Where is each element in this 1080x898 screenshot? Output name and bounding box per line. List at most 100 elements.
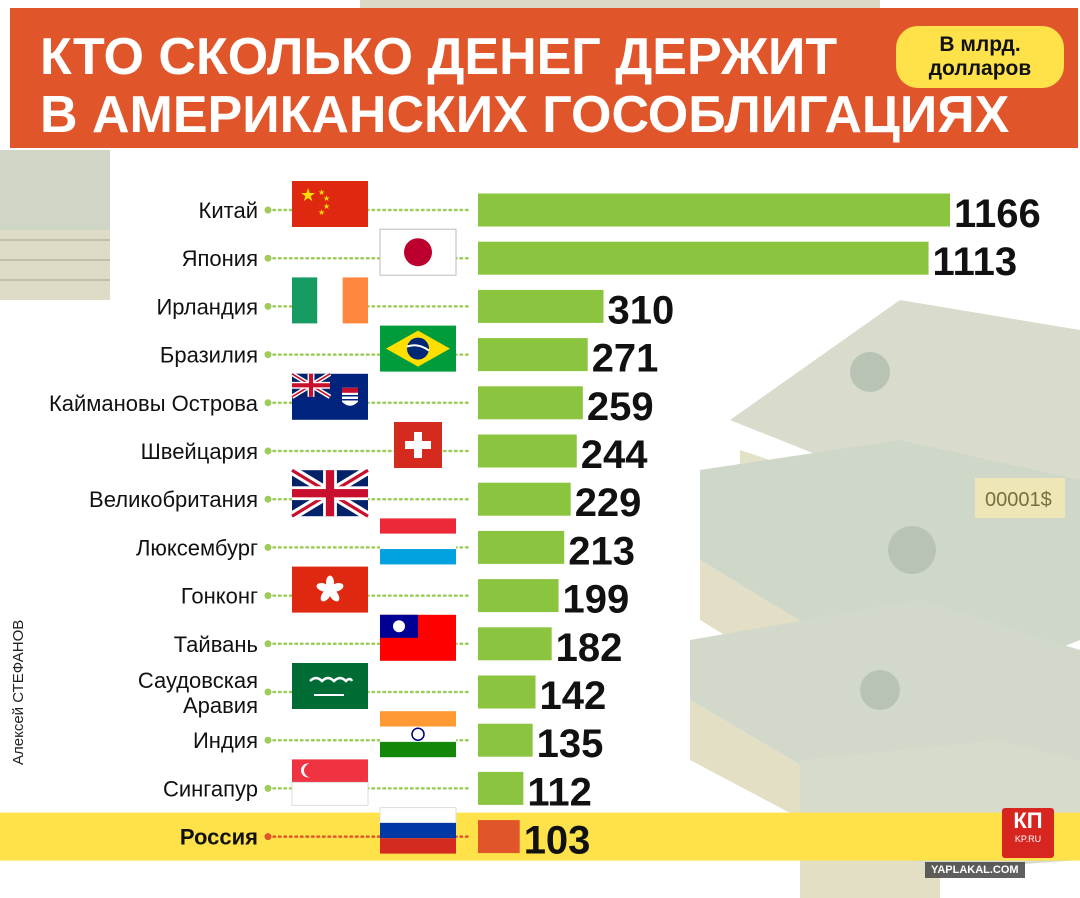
watermark-text: YAPLAKAL.COM	[925, 862, 1025, 878]
ireland-flag-icon	[292, 277, 368, 324]
category-label: Индия	[193, 728, 258, 753]
category-label: Саудовская Аравия	[138, 668, 258, 718]
uk-flag-icon	[289, 466, 371, 521]
chart-row: Россия 103	[0, 807, 1080, 863]
chart-row: Швейцария 244	[141, 422, 648, 477]
taiwan-flag-icon	[380, 614, 456, 661]
unit-badge-line2: долларов	[928, 57, 1032, 80]
bar	[478, 338, 588, 372]
data-label: 135	[537, 722, 604, 766]
unit-badge: В млрд. долларов	[896, 26, 1064, 88]
chart-row: Каймановы Острова 259	[49, 371, 654, 429]
japan-flag-icon	[379, 228, 457, 276]
hongkong-flag-icon	[292, 566, 368, 613]
kp-logo: КП KP.RU	[1002, 808, 1054, 858]
chart-title-line1: КТО СКОЛЬКО ДЕНЕГ ДЕРЖИТ	[40, 28, 838, 86]
category-label: Швейцария	[141, 439, 258, 464]
brazil-flag-icon	[380, 325, 456, 372]
bar	[478, 193, 950, 227]
author-credit: Алексей СТЕФАНОВ	[10, 619, 27, 765]
china-flag-icon: ★ ★★★★	[292, 181, 368, 227]
data-label: 103	[524, 819, 591, 863]
category-label: Россия	[180, 825, 258, 850]
leader-dot-start	[264, 447, 272, 455]
chart-row: Люксембург 213	[136, 518, 635, 573]
svg-text:★: ★	[323, 202, 330, 211]
chart-row: Индия 135	[193, 711, 603, 766]
chart-row: Китай★ ★★★★ 1166	[199, 181, 1041, 236]
data-label: 213	[568, 529, 635, 573]
category-label: Тайвань	[174, 632, 258, 657]
kp-logo-sub: KP.RU	[1014, 834, 1042, 844]
chart-row: Великобритания 229	[89, 466, 642, 525]
title-banner: КТО СКОЛЬКО ДЕНЕГ ДЕРЖИТ В АМЕРИКАНСКИХ …	[10, 8, 1078, 148]
leader-dot-start	[264, 592, 272, 600]
data-label: 1166	[954, 192, 1041, 236]
saudi-flag-icon	[292, 663, 368, 709]
leader-dot-start	[264, 833, 272, 841]
bar	[478, 723, 533, 757]
category-label: Каймановы Острова	[49, 391, 259, 416]
chart-row: Ирландия 310	[156, 277, 674, 332]
svg-text:★: ★	[318, 208, 325, 217]
category-label: Сингапур	[163, 776, 258, 801]
bar	[478, 434, 577, 468]
bar	[478, 579, 559, 613]
data-label: 271	[592, 337, 659, 381]
bar	[478, 675, 536, 709]
highlight-row-band	[0, 812, 1080, 861]
data-label: 259	[587, 385, 654, 429]
category-label: Бразилия	[160, 343, 258, 368]
svg-text:★: ★	[318, 188, 325, 197]
russia-flag-icon	[379, 807, 457, 854]
leader-dot-start	[264, 784, 272, 792]
chart-row: Бразилия 271	[160, 325, 659, 381]
leader-dot-start	[264, 206, 272, 214]
data-label: 182	[556, 626, 623, 670]
kp-logo-text: КП	[1013, 808, 1043, 833]
leader-dot-start	[264, 254, 272, 262]
data-label: 1113	[933, 240, 1018, 284]
bar	[478, 820, 520, 854]
bar	[478, 289, 604, 323]
data-label: 310	[607, 288, 674, 332]
bar	[478, 627, 552, 661]
leader-dot-start	[264, 399, 272, 407]
svg-text:★: ★	[300, 185, 316, 206]
india-flag-icon	[380, 711, 456, 758]
unit-badge-line1: В млрд.	[939, 33, 1021, 56]
leader-dot-start	[264, 640, 272, 648]
singapore-flag-icon	[291, 759, 369, 806]
leader-dot-start	[264, 495, 272, 503]
svg-text:★: ★	[323, 194, 330, 203]
leader-dot-start	[264, 351, 272, 359]
data-label: 199	[563, 578, 630, 622]
category-label: Гонконг	[181, 584, 258, 609]
bar	[478, 386, 583, 420]
cayman-flag-icon	[290, 371, 368, 420]
data-label: 229	[575, 481, 642, 525]
chart-title: КТО СКОЛЬКО ДЕНЕГ ДЕРЖИТ В АМЕРИКАНСКИХ …	[40, 28, 1009, 144]
leader-dot-start	[264, 543, 272, 551]
data-label: 112	[527, 770, 592, 814]
category-label: Великобритания	[89, 487, 258, 512]
category-label: Ирландия	[156, 294, 258, 319]
leader-dot-start	[264, 736, 272, 744]
bar	[478, 771, 524, 805]
chart-row: Саудовская Аравия 142	[138, 663, 606, 718]
leader-dot-start	[264, 688, 272, 696]
chart-row: Тайвань 182	[174, 614, 623, 670]
chart-title-line2: В АМЕРИКАНСКИХ ГОСОБЛИГАЦИЯХ	[40, 86, 1010, 144]
leader-dot-start	[264, 302, 272, 310]
chart-row: Сингапур 112	[163, 759, 592, 814]
bar	[478, 241, 929, 275]
category-label: Япония	[182, 246, 258, 271]
category-label: Китай	[199, 198, 258, 223]
bar	[478, 530, 565, 564]
bar	[478, 482, 571, 516]
chart-row: Япония 1113	[182, 228, 1018, 284]
luxembourg-flag-icon	[380, 518, 456, 565]
chart-row: Гонконг 199	[181, 566, 630, 622]
data-label: 244	[581, 433, 648, 477]
